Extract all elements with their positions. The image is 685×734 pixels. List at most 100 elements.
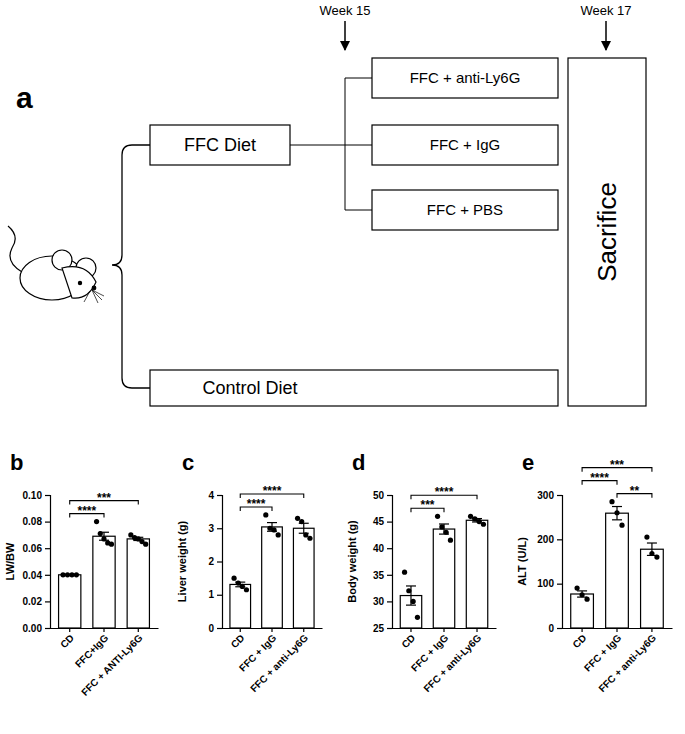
tick-mark — [443, 628, 444, 632]
tick: FFC + anti-Ly6G — [596, 628, 658, 694]
tick-mark — [45, 548, 50, 549]
data-point — [240, 584, 245, 589]
tick: FFC + ANTI-Ly6G — [79, 628, 145, 698]
y-axis-label: ALT (U/L) — [516, 537, 528, 586]
tick: 100 — [537, 578, 562, 589]
tick-label: 35 — [373, 570, 385, 581]
data-point — [244, 587, 249, 592]
axis-line — [217, 496, 223, 629]
tick-mark — [651, 628, 652, 632]
bar — [230, 584, 251, 628]
bar — [262, 527, 283, 628]
data-point — [406, 588, 411, 593]
error-cap — [612, 519, 622, 520]
chart: c01234CDFFC + IgGFFC + anti-Ly6GLiver we… — [176, 450, 323, 694]
y-axis: 0 100 200 300 — [537, 490, 562, 634]
timepoint-arrow — [344, 21, 346, 50]
data-point — [472, 516, 477, 521]
mouse-tail — [8, 226, 22, 272]
tick: 300 — [537, 490, 562, 501]
tick: FFC + anti-Ly6G — [421, 628, 483, 694]
tick-label: CD — [58, 632, 76, 650]
data-point — [263, 512, 268, 517]
tick-label: 0.10 — [23, 490, 43, 501]
endpoint-label: Sacrifice — [592, 182, 622, 282]
data-point — [299, 519, 304, 524]
significance-label: **** — [435, 485, 454, 499]
data-point — [271, 527, 276, 532]
significance-label: *** — [97, 491, 111, 505]
tick-label: 0 — [208, 623, 214, 634]
data-point — [654, 554, 659, 559]
tick: CD — [58, 628, 76, 650]
tick: 0.02 — [23, 596, 50, 607]
tick: 0.10 — [23, 490, 50, 501]
tick-label: 1 — [208, 589, 214, 600]
tick-mark — [387, 521, 392, 522]
tick-label: 0 — [548, 623, 554, 634]
chart: d253035404550CDFFC + IgGFFC + anti-Ly6GB… — [346, 450, 497, 694]
branch-line — [345, 78, 372, 79]
branch-line — [345, 210, 372, 211]
tick: 50 — [373, 490, 392, 501]
plot-area — [571, 499, 664, 628]
x-axis: CDFFC + IgGFFC + anti-Ly6G — [393, 628, 497, 694]
tick-mark — [271, 628, 272, 632]
data-point — [109, 542, 114, 547]
significance-label: **** — [78, 504, 97, 518]
tick: 0 — [548, 623, 562, 634]
endpoint-box — [568, 58, 646, 406]
data-point — [143, 542, 148, 547]
tick-mark — [217, 595, 222, 596]
mouse-whiskers — [84, 290, 104, 303]
bar — [433, 529, 454, 628]
branch-line — [345, 78, 346, 210]
group-box — [372, 190, 558, 230]
branch-line — [290, 145, 345, 146]
tick-label: FFC + anti-Ly6G — [421, 632, 483, 694]
error-cap — [439, 523, 449, 524]
tick-label: 25 — [373, 623, 385, 634]
x-axis: CDFFC+IgGFFC + ANTI-Ly6G — [51, 628, 159, 698]
bar — [641, 549, 664, 628]
tick-mark — [557, 495, 562, 496]
bar — [400, 596, 421, 628]
significance-label: **** — [263, 484, 282, 498]
bar — [571, 594, 594, 628]
plot-area — [230, 512, 314, 628]
bracket — [112, 145, 150, 388]
data-point — [60, 572, 65, 577]
data-point — [303, 532, 308, 537]
tick-mark — [581, 628, 582, 632]
data-point — [477, 519, 482, 524]
diet-label: FFC Diet — [184, 135, 256, 155]
data-point — [584, 597, 589, 602]
tick: 4 — [208, 490, 222, 501]
tick-mark — [217, 495, 222, 496]
tick: 200 — [537, 534, 562, 545]
tick-mark — [45, 575, 50, 576]
mouse-head — [62, 267, 96, 299]
tick: 0.00 — [23, 623, 50, 634]
tick-mark — [69, 628, 70, 632]
data-point — [94, 519, 99, 524]
bar — [606, 513, 629, 628]
tick: CD — [229, 628, 247, 650]
plot-area — [400, 514, 487, 628]
figure: aWeek 15Week 17SacrificeFFC + anti-Ly6GF… — [0, 0, 685, 734]
panel-label: a — [16, 81, 33, 114]
mouse-icon — [8, 226, 104, 303]
tick-label: 300 — [537, 490, 554, 501]
tick-label: 0.06 — [23, 543, 43, 554]
diet-box — [150, 125, 290, 165]
mouse-eye — [78, 281, 81, 284]
branch-line — [345, 145, 372, 146]
tick-label: CD — [399, 632, 417, 650]
data-point — [65, 572, 70, 577]
tick-mark — [45, 601, 50, 602]
tick-mark — [45, 495, 50, 496]
y-axis: 0.000.020.040.060.080.10 — [23, 490, 51, 634]
significance-label: *** — [420, 498, 434, 512]
tick-label: 3 — [208, 523, 214, 534]
y-axis-label: LW/BW — [4, 542, 16, 580]
